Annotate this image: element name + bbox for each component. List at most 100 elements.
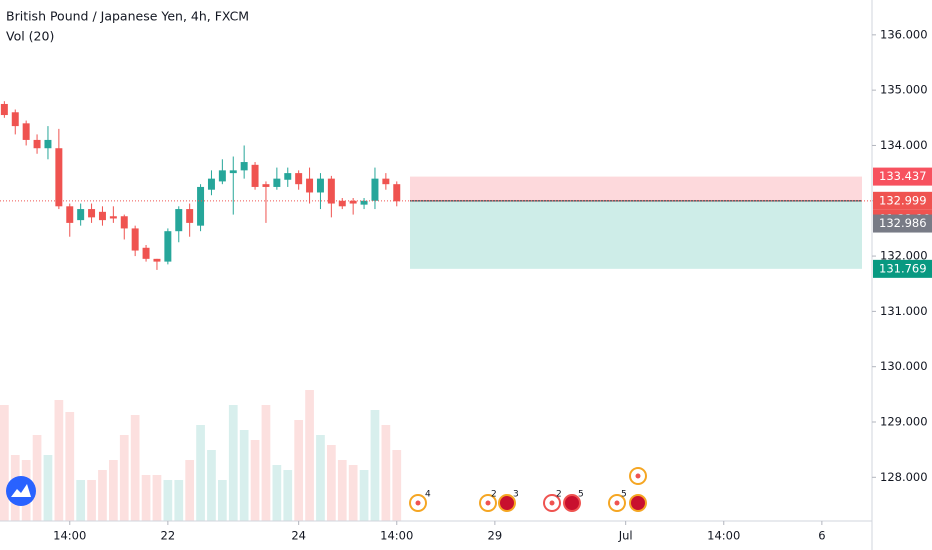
candle-body (44, 139, 52, 149)
x-tick-label: 24 (291, 529, 306, 543)
x-tick-label: 14:00 (53, 529, 86, 543)
volume-bar (272, 465, 282, 521)
stop-tag-bg (873, 167, 932, 186)
volume-bar (174, 480, 184, 521)
volume-bar (305, 390, 314, 521)
candle-body (295, 173, 303, 185)
volume-bar (98, 470, 107, 521)
candle-body (153, 258, 161, 262)
entry-tag: 132.999 (879, 193, 927, 207)
volume-bar (207, 450, 216, 521)
volume-bar (65, 412, 75, 521)
candle-body (66, 206, 74, 223)
volume-bar (185, 460, 195, 521)
x-tick-label: 14:00 (707, 529, 740, 543)
event-dot (635, 473, 641, 479)
candle-body (55, 148, 63, 207)
candle-body (393, 184, 401, 202)
candle-body (240, 162, 248, 171)
events: 4 2 3 2 5 5 (409, 467, 647, 512)
y-tick-label: 128.000 (880, 470, 928, 484)
candle-body (207, 178, 215, 190)
candle-body (229, 170, 237, 174)
volume-bar (87, 480, 96, 521)
event-count: 2 (491, 490, 497, 500)
last-price-tag: 132.986 (879, 216, 927, 230)
volume-bar (163, 480, 173, 521)
candle-body (197, 186, 205, 226)
volume-bar (0, 405, 9, 521)
candle-body (382, 178, 390, 185)
candle-body (131, 228, 139, 251)
target-tag: 131.769 (879, 261, 927, 275)
candle-body (88, 209, 96, 218)
candle-body (251, 164, 259, 187)
volume-bar (392, 450, 402, 521)
y-tick-label: 130.000 (880, 359, 928, 373)
volume-bar (228, 405, 238, 521)
candle-body (22, 123, 30, 140)
candle-body (316, 178, 324, 193)
volume-bar (348, 465, 358, 521)
candle-body (360, 200, 368, 205)
volume-bar (196, 425, 205, 521)
x-tick-label: 22 (161, 529, 176, 543)
volume-bar (250, 440, 260, 521)
volume-bar (130, 415, 140, 521)
volume-bar (283, 470, 293, 521)
candle-body (164, 231, 172, 262)
volume-bar (54, 400, 64, 521)
volume-bar (152, 475, 162, 521)
candle-body (218, 170, 226, 182)
entry-tag-bg (873, 191, 932, 210)
logo (6, 476, 36, 506)
candle-body (186, 209, 194, 223)
y-tick-label: 129.000 (880, 414, 928, 428)
candle-body (77, 209, 85, 221)
y-tick-label: 132.000 (880, 249, 928, 263)
volume-bar (370, 410, 380, 521)
volume-bar (316, 435, 325, 521)
volume-bar (109, 460, 118, 521)
chart-title: British Pound / Japanese Yen, 4h, FXCM (6, 9, 249, 24)
logo-circle (6, 476, 36, 506)
candle-body (33, 139, 41, 149)
event-flag (563, 494, 581, 512)
candle-body (327, 178, 335, 204)
volume-bar (327, 445, 336, 521)
event-count: 2 (556, 490, 562, 500)
x-tick-label: Jul (618, 529, 633, 543)
event-dot (614, 500, 620, 506)
event-dot (415, 500, 421, 506)
candle-body (142, 247, 150, 259)
event-count: 3 (513, 490, 519, 500)
candle-body (175, 209, 183, 232)
volume-bar (218, 480, 227, 521)
candle-body (11, 112, 19, 127)
plot-area (0, 101, 872, 521)
event-count: 5 (621, 490, 627, 500)
event-count: 4 (425, 490, 431, 500)
candle-body (98, 211, 106, 221)
candle-body (371, 178, 379, 201)
y-tick-label: 135.000 (880, 83, 928, 97)
volume-bar (381, 425, 391, 521)
candle-body (120, 216, 128, 229)
x-tick-label: 14:00 (380, 529, 413, 543)
y-tick-label: 136.000 (880, 27, 928, 41)
y-tick-label: 131.000 (880, 304, 928, 318)
x-tick-label: 6 (818, 529, 825, 543)
volume-bar (76, 480, 86, 521)
stop-tag: 133.437 (879, 169, 927, 183)
logo-shape (11, 484, 31, 497)
event-flag (498, 494, 516, 512)
target-zone (410, 200, 862, 269)
candle-body (262, 184, 270, 187)
volume-bar (43, 455, 53, 521)
target-tag-bg (873, 259, 932, 278)
volume-bar (141, 475, 151, 521)
candle-body (284, 173, 292, 180)
volume-bar (261, 405, 271, 521)
